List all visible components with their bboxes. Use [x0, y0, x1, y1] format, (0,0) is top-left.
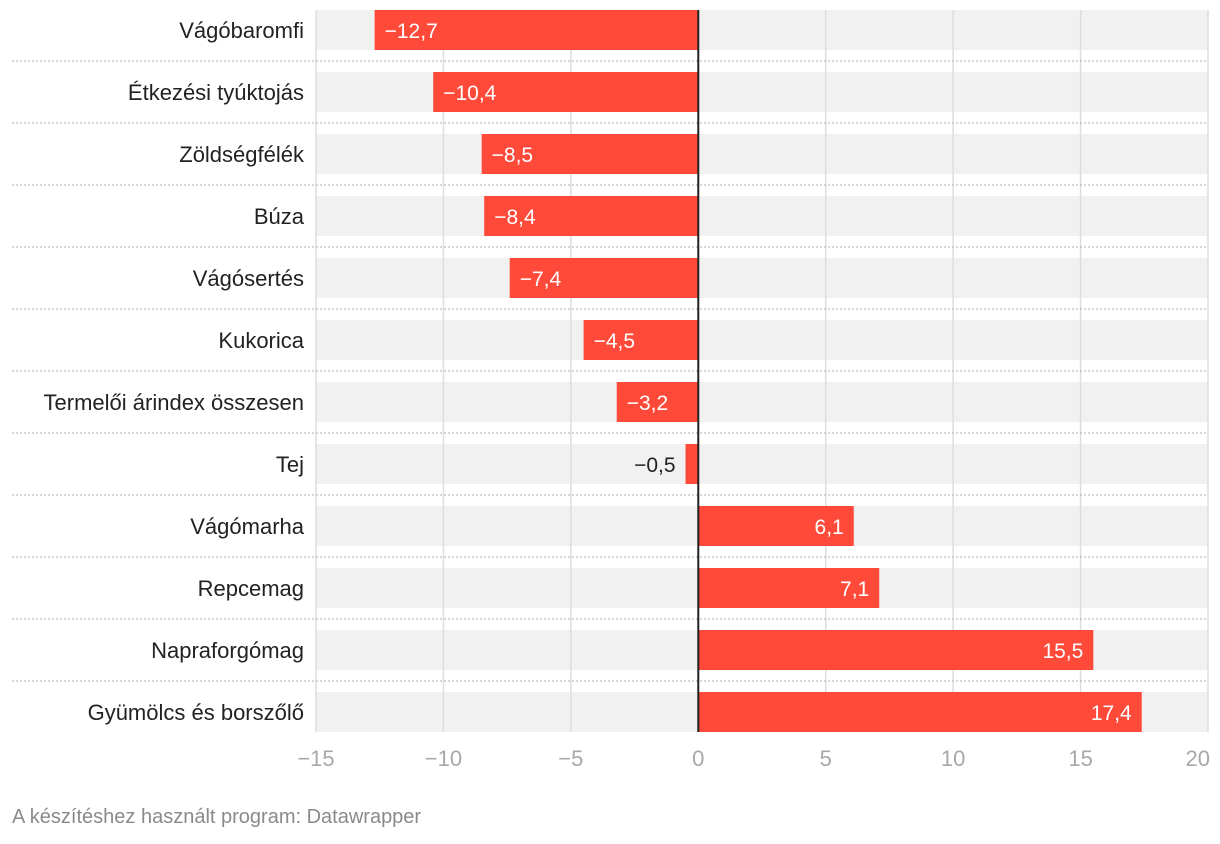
row-band — [316, 444, 1208, 484]
bar — [509, 258, 699, 298]
bar — [481, 134, 699, 174]
row-band — [316, 320, 1208, 360]
category-label: Vágósertés — [193, 266, 304, 291]
value-label: 6,1 — [815, 516, 844, 539]
bar — [698, 506, 854, 546]
value-label: −0,5 — [634, 454, 675, 477]
category-label: Búza — [254, 204, 305, 229]
x-tick-label: −5 — [558, 746, 583, 771]
x-tick-label: −15 — [297, 746, 334, 771]
x-tick-label: 0 — [692, 746, 704, 771]
x-tick-label: −10 — [425, 746, 462, 771]
footer-credit: A készítéshez használt program: Datawrap… — [12, 806, 422, 828]
bar — [698, 568, 880, 608]
value-label: −8,5 — [492, 144, 533, 167]
row-band — [316, 134, 1208, 174]
category-label: Repcemag — [198, 576, 304, 601]
category-label: Tej — [276, 452, 304, 477]
bar — [374, 10, 699, 50]
value-label: −10,4 — [443, 82, 496, 105]
category-label: Vágómarha — [190, 514, 305, 539]
x-tick-label: 15 — [1068, 746, 1092, 771]
bar — [484, 196, 699, 236]
row-band — [316, 382, 1208, 422]
value-label: −7,4 — [520, 268, 562, 291]
bar — [616, 382, 699, 422]
value-label: 15,5 — [1042, 640, 1083, 663]
category-label: Vágóbaromfi — [179, 18, 304, 43]
value-label: −3,2 — [627, 392, 668, 415]
row-band — [316, 196, 1208, 236]
value-label: 17,4 — [1091, 702, 1132, 725]
category-label: Étkezési tyúktojás — [128, 80, 304, 105]
x-tick-label: 20 — [1186, 746, 1210, 771]
value-label: 7,1 — [840, 578, 869, 601]
value-label: −4,5 — [594, 330, 635, 353]
row-band — [316, 258, 1208, 298]
category-label: Termelői árindex összesen — [44, 390, 304, 415]
category-label: Napraforgómag — [151, 638, 304, 663]
value-label: −12,7 — [385, 20, 438, 43]
category-label: Kukorica — [218, 328, 304, 353]
x-tick-label: 10 — [941, 746, 965, 771]
x-tick-label: 5 — [820, 746, 832, 771]
bar — [583, 320, 699, 360]
bar — [698, 692, 1142, 732]
bar — [685, 444, 699, 484]
bar — [698, 630, 1094, 670]
value-label: −8,4 — [494, 206, 536, 229]
category-label: Zöldségfélék — [179, 142, 305, 167]
bar — [433, 72, 699, 112]
bar-chart: Vágóbaromfi Étkezési tyúktojás Zöldségfélé… — [12, 10, 1210, 771]
category-label: Gyümölcs és borszőlő — [88, 700, 304, 725]
